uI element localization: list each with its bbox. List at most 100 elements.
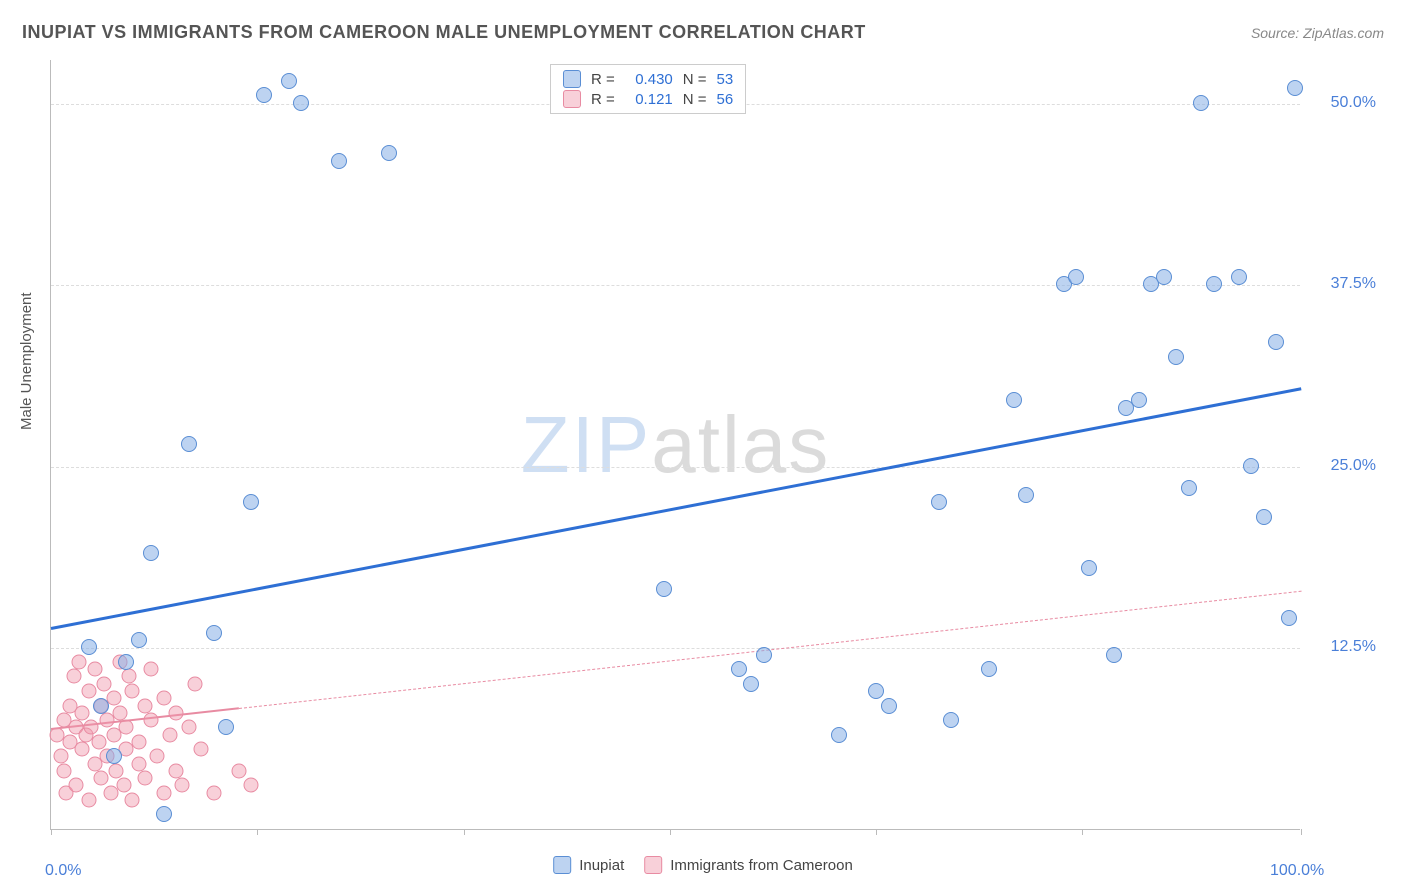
data-point: [84, 720, 99, 735]
chart-container: INUPIAT VS IMMIGRANTS FROM CAMEROON MALE…: [0, 0, 1406, 892]
r-label: R =: [591, 91, 615, 108]
data-point: [731, 661, 747, 677]
data-point: [150, 749, 165, 764]
y-tick-label: 50.0%: [1331, 94, 1376, 112]
data-point: [96, 676, 111, 691]
legend-row-a: R = 0.430 N = 53: [563, 69, 733, 89]
data-point: [181, 720, 196, 735]
swatch-cameroon-icon: [644, 856, 662, 874]
data-point: [137, 698, 152, 713]
data-point: [156, 691, 171, 706]
plot-area: ZIPatlas: [50, 60, 1300, 830]
data-point: [831, 727, 847, 743]
data-point: [981, 661, 997, 677]
data-point: [87, 662, 102, 677]
data-point: [156, 806, 172, 822]
data-point: [293, 95, 309, 111]
gridline-h: [51, 467, 1300, 468]
data-point: [137, 771, 152, 786]
r-value-a: 0.430: [625, 71, 673, 88]
data-point: [1081, 560, 1097, 576]
y-tick-label: 12.5%: [1331, 638, 1376, 656]
y-tick-label: 37.5%: [1331, 275, 1376, 293]
data-point: [106, 748, 122, 764]
data-point: [116, 778, 131, 793]
x-tick: [876, 829, 877, 835]
data-point: [144, 662, 159, 677]
data-point: [143, 545, 159, 561]
y-tick-label: 25.0%: [1331, 457, 1376, 475]
legend-label-a: Inupiat: [579, 857, 624, 874]
data-point: [281, 73, 297, 89]
data-point: [943, 712, 959, 728]
data-point: [81, 639, 97, 655]
x-tick: [1082, 829, 1083, 835]
data-point: [71, 654, 86, 669]
watermark: ZIPatlas: [521, 399, 830, 491]
data-point: [256, 87, 272, 103]
n-value-b: 56: [717, 91, 734, 108]
data-point: [1006, 392, 1022, 408]
data-point: [743, 676, 759, 692]
correlation-legend: R = 0.430 N = 53 R = 0.121 N = 56: [550, 64, 746, 114]
data-point: [1281, 610, 1297, 626]
chart-title: INUPIAT VS IMMIGRANTS FROM CAMEROON MALE…: [22, 22, 866, 43]
x-tick: [257, 829, 258, 835]
n-value-a: 53: [717, 71, 734, 88]
data-point: [1206, 276, 1222, 292]
y-axis-label: Male Unemployment: [18, 292, 35, 430]
trendline: [51, 387, 1302, 630]
data-point: [109, 763, 124, 778]
data-point: [1268, 334, 1284, 350]
data-point: [169, 705, 184, 720]
data-point: [881, 698, 897, 714]
legend-label-b: Immigrants from Cameroon: [670, 857, 853, 874]
data-point: [66, 669, 81, 684]
data-point: [56, 763, 71, 778]
x-tick: [51, 829, 52, 835]
n-label: N =: [683, 71, 707, 88]
data-point: [162, 727, 177, 742]
swatch-cameroon-icon: [563, 90, 581, 108]
r-value-b: 0.121: [625, 91, 673, 108]
data-point: [118, 654, 134, 670]
data-point: [144, 713, 159, 728]
data-point: [1131, 392, 1147, 408]
data-point: [169, 763, 184, 778]
data-point: [1168, 349, 1184, 365]
data-point: [1018, 487, 1034, 503]
data-point: [1256, 509, 1272, 525]
data-point: [54, 749, 69, 764]
data-point: [131, 734, 146, 749]
data-point: [381, 145, 397, 161]
data-point: [119, 720, 134, 735]
data-point: [1287, 80, 1303, 96]
data-point: [243, 494, 259, 510]
data-point: [1156, 269, 1172, 285]
data-point: [75, 705, 90, 720]
data-point: [81, 792, 96, 807]
data-point: [112, 705, 127, 720]
x-tick: [670, 829, 671, 835]
watermark-part2: atlas: [651, 400, 830, 489]
watermark-part1: ZIP: [521, 400, 651, 489]
data-point: [91, 734, 106, 749]
data-point: [931, 494, 947, 510]
swatch-inupiat-icon: [553, 856, 571, 874]
gridline-h: [51, 285, 1300, 286]
data-point: [131, 756, 146, 771]
data-point: [125, 792, 140, 807]
data-point: [1243, 458, 1259, 474]
x-tick: [1301, 829, 1302, 835]
x-tick: [464, 829, 465, 835]
data-point: [656, 581, 672, 597]
x-tick-label: 0.0%: [45, 862, 81, 880]
data-point: [125, 683, 140, 698]
data-point: [868, 683, 884, 699]
series-legend: Inupiat Immigrants from Cameroon: [553, 856, 853, 874]
data-point: [1068, 269, 1084, 285]
data-point: [131, 632, 147, 648]
data-point: [1193, 95, 1209, 111]
data-point: [194, 742, 209, 757]
data-point: [756, 647, 772, 663]
